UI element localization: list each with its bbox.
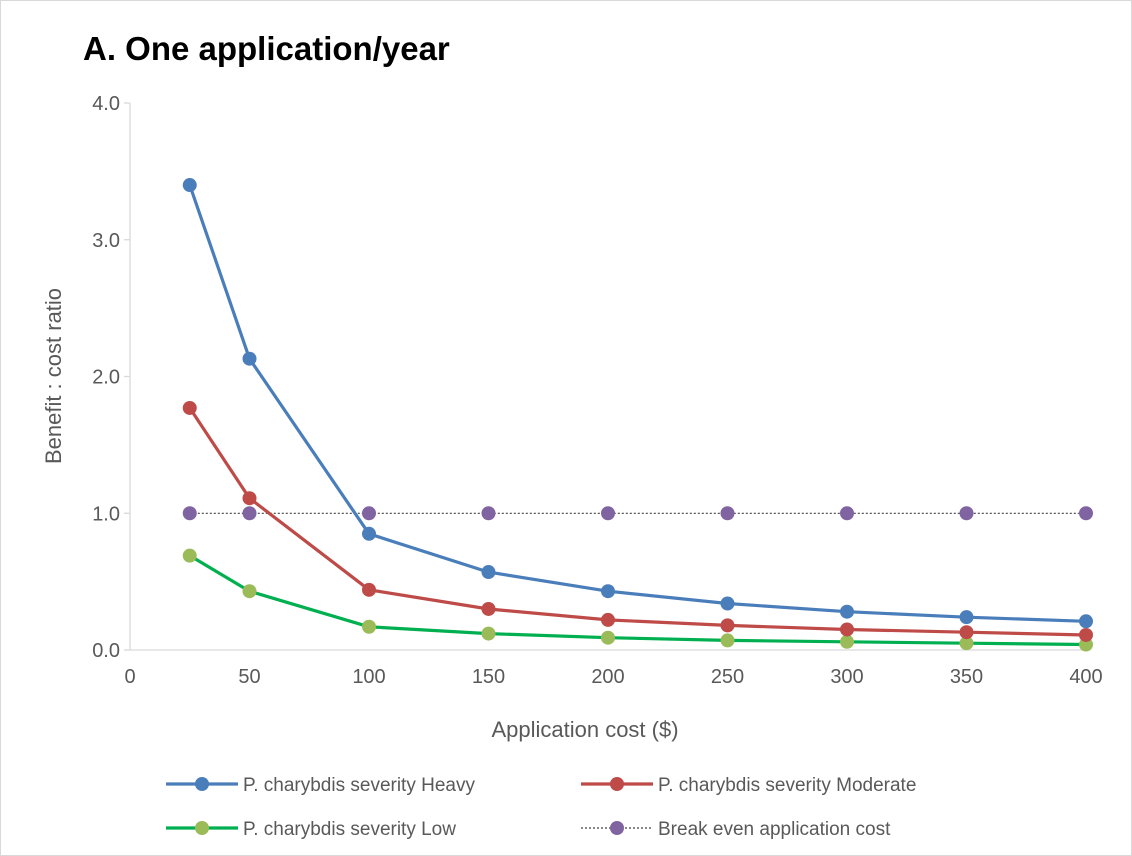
data-point — [959, 610, 974, 625]
data-point — [720, 618, 735, 633]
x-tick-label: 100 — [352, 666, 385, 688]
data-point — [601, 584, 615, 599]
data-point — [362, 526, 376, 541]
x-tick-label: 300 — [830, 666, 863, 688]
legend-label: P. charybdis severity Heavy — [243, 775, 475, 796]
legend-label: Break even application cost — [658, 819, 891, 840]
data-point — [1079, 637, 1093, 652]
plot-series — [182, 178, 1093, 652]
legend-marker — [195, 821, 209, 835]
data-point — [481, 626, 496, 641]
data-point — [481, 565, 496, 580]
data-point — [959, 506, 974, 521]
data-point — [840, 634, 854, 649]
chart-title: A. One application/year — [83, 30, 450, 67]
data-point — [182, 506, 197, 521]
data-point — [1079, 506, 1093, 521]
data-point — [362, 582, 376, 597]
data-point — [840, 506, 854, 521]
series-line — [188, 407, 1087, 637]
x-tick-label: 200 — [591, 666, 624, 688]
legend: P. charybdis severity Heavy P. charybdis … — [166, 775, 916, 840]
data-point — [840, 604, 854, 619]
data-point — [481, 601, 496, 616]
data-point — [1079, 614, 1093, 629]
y-tick-label: 4.0 — [92, 93, 120, 115]
x-tick-label: 250 — [711, 666, 744, 688]
data-point — [481, 506, 496, 521]
legend-label: P. charybdis severity Moderate — [658, 775, 916, 796]
data-point — [959, 625, 974, 640]
legend-label: P. charybdis severity Low — [243, 819, 456, 840]
data-point — [1079, 627, 1093, 642]
data-point — [242, 584, 257, 599]
x-tick-label: 50 — [238, 666, 260, 688]
data-point — [182, 548, 197, 563]
data-point — [840, 622, 854, 637]
legend-marker — [195, 777, 209, 791]
data-point — [242, 491, 257, 506]
data-point — [362, 506, 376, 521]
data-point — [720, 596, 735, 611]
y-tick-label: 0.0 — [92, 640, 120, 662]
x-tick-label: 150 — [472, 666, 505, 688]
data-point — [601, 630, 615, 645]
data-point — [242, 351, 257, 366]
y-tick-label: 3.0 — [92, 230, 120, 252]
data-point — [959, 636, 974, 651]
y-tick-label: 1.0 — [92, 503, 120, 525]
data-point — [182, 400, 197, 415]
y-tick-label: 2.0 — [92, 367, 120, 389]
legend-marker — [610, 777, 624, 791]
data-point — [720, 506, 735, 521]
y-axis-title: Benefit : cost ratio — [41, 288, 66, 464]
data-point — [362, 619, 376, 634]
data-point — [601, 506, 615, 521]
data-point — [601, 612, 615, 627]
data-point — [242, 506, 257, 521]
data-point — [182, 178, 197, 193]
plot-axes: 0.0 1.0 2.0 3.0 4.0 0 50 100 150 200 250 300 350 400 — [92, 93, 1103, 688]
x-tick-label: 400 — [1069, 666, 1102, 688]
data-point — [720, 633, 735, 648]
x-tick-label: 0 — [124, 666, 135, 688]
legend-marker — [610, 821, 624, 835]
x-tick-label: 350 — [950, 666, 983, 688]
x-axis-title: Application cost ($) — [491, 717, 678, 742]
